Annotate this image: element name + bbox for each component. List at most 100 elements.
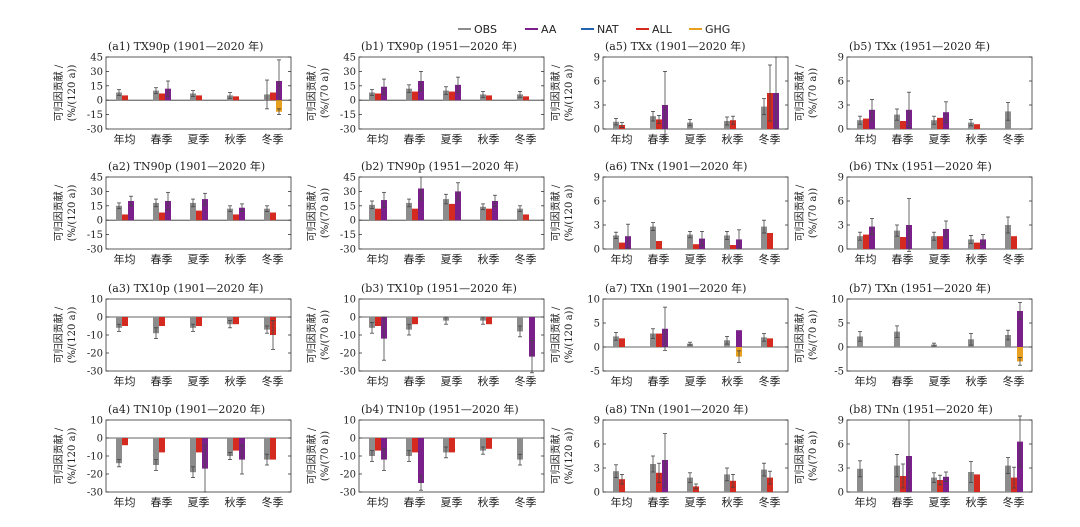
bar-obs (116, 438, 122, 464)
bar-all (233, 317, 239, 325)
y-axis-label: 可归因贡献 / (305, 184, 318, 241)
legend-item-obs: OBS (458, 23, 497, 36)
bar-all (486, 317, 492, 325)
category-label: 年均 (855, 495, 877, 509)
bar-all (449, 91, 455, 101)
bar-all (412, 208, 418, 221)
bar-all (730, 245, 736, 249)
bar-obs (857, 336, 863, 347)
panel-a3: (a3) TX10p (1901—2020 年) 可归因贡献 / (%/(120 a… (52, 281, 292, 388)
bar-all (974, 242, 980, 249)
y-tick-label: -30 (340, 367, 356, 378)
y-tick-label: 10 (831, 295, 844, 306)
bar-aa (418, 188, 424, 221)
y-tick-label: 30 (343, 67, 356, 78)
y-tick-label: -20 (340, 470, 356, 481)
category-label: 春季 (151, 253, 173, 266)
bar-obs (369, 92, 375, 101)
bar-obs (894, 331, 900, 347)
y-tick-label: 9 (838, 173, 844, 184)
y-tick-label: -20 (87, 470, 103, 481)
y-tick-label: -30 (340, 488, 356, 499)
y-tick-label: 45 (90, 53, 103, 64)
bar-obs (613, 336, 619, 347)
y-tick-label: -15 (340, 110, 356, 121)
y-tick-label: 5 (838, 319, 844, 330)
bar-obs (724, 235, 730, 249)
y-tick-label: 0 (350, 434, 356, 445)
category-label: 年均 (611, 252, 633, 266)
y-tick-label: 0 (594, 343, 600, 354)
bar-all (863, 118, 869, 129)
bar-obs (857, 236, 863, 249)
bar-obs (1005, 225, 1011, 249)
panel-title: (a3) TX10p (1901—2020 年) (108, 281, 263, 295)
bar-all (937, 236, 943, 249)
panel-a4: (a4) TN10p (1901—2020 年) 可归因贡献 / (%/(120 a… (52, 402, 292, 509)
bar-aa (529, 317, 535, 357)
bar-obs (406, 88, 412, 101)
category-label: 秋季 (478, 374, 500, 388)
y-axis-label: 可归因贡献 / (52, 306, 65, 363)
bar-all (196, 438, 202, 453)
category-label: 年均 (114, 495, 136, 509)
y-tick-label: 3 (838, 464, 844, 475)
panel-a8: (a8) TNn (1901—2020 年) 可归因贡献 / (%/(120 a))… (549, 402, 789, 509)
panel-a7: (a7) TXn (1901—2020 年) 可归因贡献 / (%/(120 a))… (549, 281, 789, 388)
bar-obs (153, 90, 159, 101)
bar-all (486, 208, 492, 221)
bar-obs (857, 468, 863, 492)
bar-obs (369, 204, 375, 221)
y-tick-label: 0 (350, 313, 356, 324)
bar-ghg (276, 100, 282, 112)
category-label: 冬季 (1003, 132, 1025, 146)
category-label: 夏季 (188, 496, 210, 509)
bar-obs (650, 464, 656, 492)
y-tick-label: 10 (343, 416, 356, 427)
plot-frame (105, 56, 292, 130)
y-axis-label: 可归因贡献 / (549, 64, 562, 121)
y-axis-unit: (%/(120 a)) (564, 185, 575, 242)
y-tick-label: -10 (340, 331, 356, 342)
bar-aa (1017, 311, 1023, 347)
category-label: 夏季 (188, 375, 210, 388)
panel-b2: (b2) TN90p (1951—2020 年) 可归因贡献 / (%/(70 a)… (305, 159, 545, 266)
category-label: 秋季 (478, 495, 500, 509)
y-tick-label: 0 (838, 343, 844, 354)
category-label: 夏季 (441, 253, 463, 266)
category-label: 春季 (648, 253, 670, 266)
panel-title: (b4) TN10p (1951—2020 年) (361, 402, 519, 416)
bar-all (375, 208, 381, 221)
bar-obs (264, 208, 270, 221)
category-label: 秋季 (966, 374, 988, 388)
bar-all (767, 233, 773, 249)
category-label: 秋季 (722, 495, 744, 509)
y-tick-label: 3 (838, 101, 844, 112)
category-label: 冬季 (1003, 252, 1025, 266)
category-label: 冬季 (262, 495, 284, 509)
y-tick-label: 30 (343, 187, 356, 198)
plot-frame (105, 298, 292, 372)
y-tick-label: 10 (90, 416, 103, 427)
y-axis-unit: (%/(120 a)) (564, 307, 575, 364)
category-label: 夏季 (441, 375, 463, 388)
bar-aa (418, 438, 424, 483)
bar-all (196, 95, 202, 101)
category-label: 年均 (114, 374, 136, 388)
category-label: 夏季 (188, 133, 210, 146)
bar-obs (1005, 465, 1011, 492)
bar-obs (153, 317, 159, 334)
legend-item-nat: NAT (581, 23, 619, 36)
y-tick-label: -30 (340, 245, 356, 256)
y-tick-label: 30 (90, 67, 103, 78)
y-tick-label: 0 (97, 216, 103, 227)
category-label: 秋季 (478, 132, 500, 146)
panel-title: (a5) TXx (1901—2020 年) (605, 39, 746, 53)
category-label: 冬季 (759, 132, 781, 146)
y-tick-label: 0 (97, 434, 103, 445)
category-label: 年均 (611, 495, 633, 509)
bar-all (1011, 236, 1017, 249)
y-tick-label: 3 (838, 221, 844, 232)
category-label: 冬季 (515, 495, 537, 509)
category-label: 春季 (648, 496, 670, 509)
